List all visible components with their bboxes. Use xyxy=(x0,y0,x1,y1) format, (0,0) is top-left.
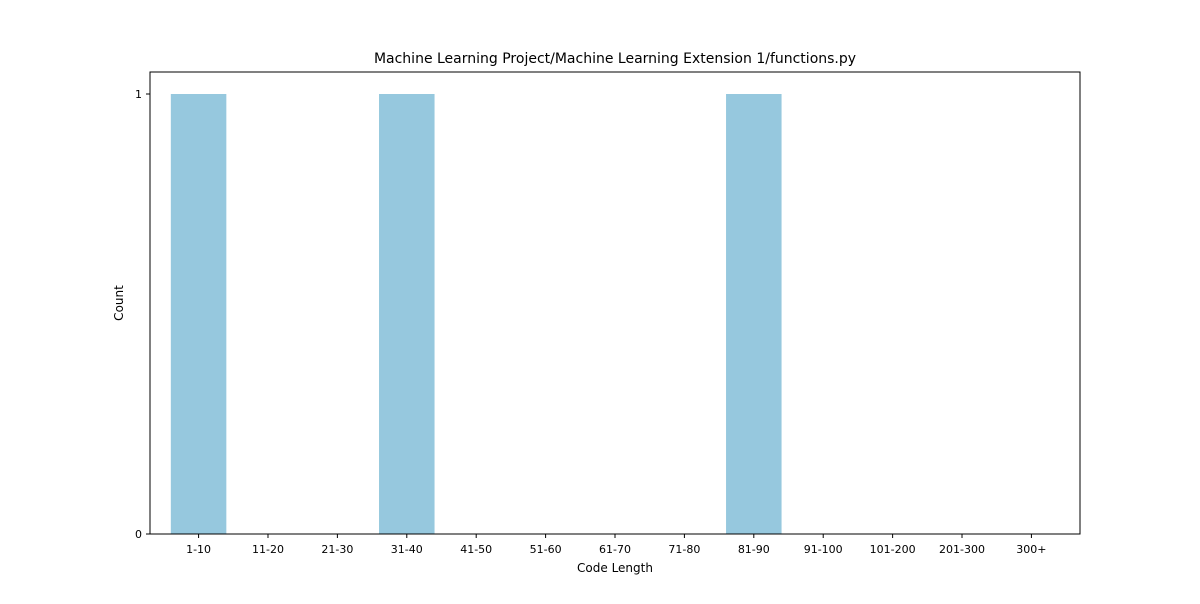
x-tick-label: 201-300 xyxy=(939,543,985,556)
x-tick-label: 41-50 xyxy=(460,543,492,556)
y-tick-label: 0 xyxy=(135,528,142,541)
x-axis-ticks: 1-10 11-20 21-30 31-40 41-50 51-60 61-70 71-80 8… xyxy=(186,534,1047,556)
bar-1-10 xyxy=(170,94,227,534)
plot-area-frame xyxy=(149,71,1081,535)
x-tick-label: 300+ xyxy=(1016,543,1046,556)
x-axis-label: Code Length xyxy=(577,561,653,575)
bar-81-90 xyxy=(726,94,782,534)
x-tick-label: 101-200 xyxy=(870,543,916,556)
x-tick-label: 1-10 xyxy=(186,543,211,556)
bar-31-40 xyxy=(379,94,435,534)
x-tick-label: 81-90 xyxy=(738,543,770,556)
x-tick-label: 91-100 xyxy=(804,543,843,556)
y-axis-ticks: 01 xyxy=(135,88,150,541)
x-tick-label: 21-30 xyxy=(321,543,353,556)
x-tick-label: 61-70 xyxy=(599,543,631,556)
x-tick-label: 11-20 xyxy=(252,543,284,556)
x-tick-label: 31-40 xyxy=(391,543,423,556)
x-tick-label: 71-80 xyxy=(668,543,700,556)
chart-title: Machine Learning Project/Machine Learnin… xyxy=(374,51,856,67)
x-tick-label: 51-60 xyxy=(530,543,562,556)
bars-layer xyxy=(170,94,782,534)
y-tick-label: 1 xyxy=(135,88,142,101)
y-axis-label: Count xyxy=(112,285,126,321)
